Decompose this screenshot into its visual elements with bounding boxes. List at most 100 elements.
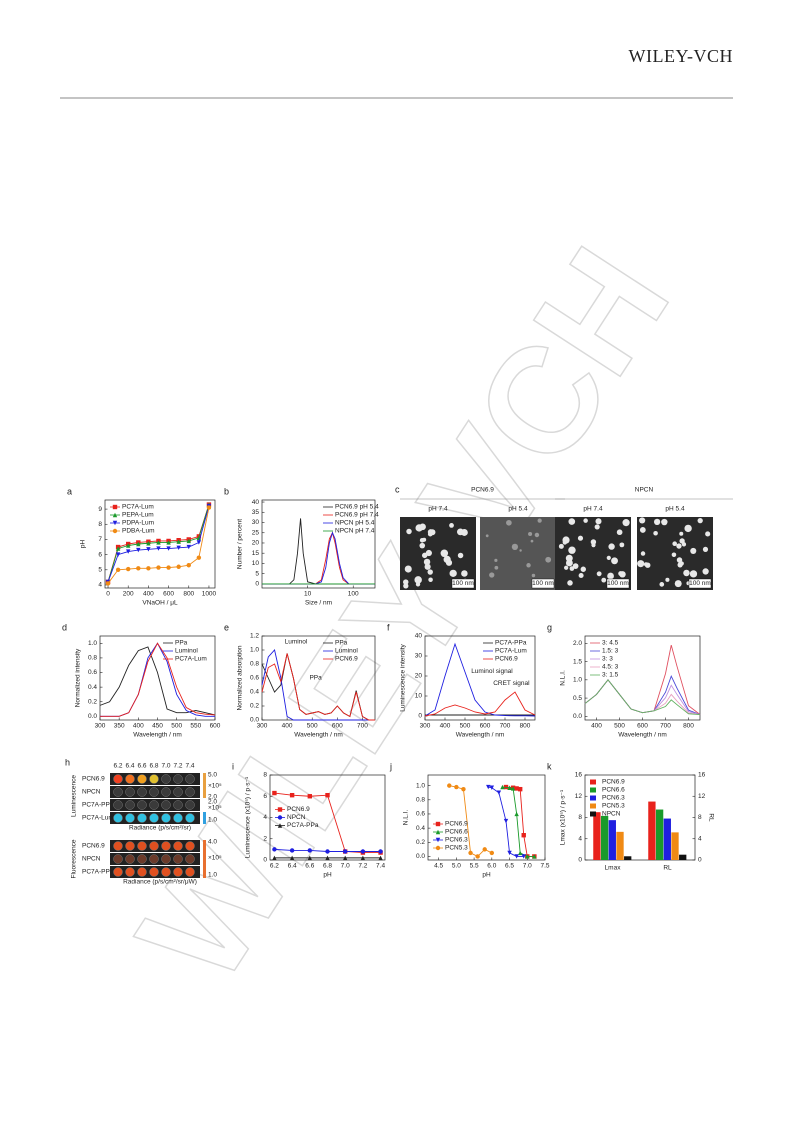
x-tick-label: 200 xyxy=(123,591,134,598)
bar xyxy=(608,820,616,860)
legend-marker xyxy=(277,815,283,820)
marker xyxy=(325,792,330,798)
marker xyxy=(126,566,131,572)
marker xyxy=(489,785,495,790)
legend-label: PDBA-Lum xyxy=(122,528,155,535)
marker xyxy=(489,850,495,856)
scale-label: 1.0 xyxy=(208,817,217,824)
marker xyxy=(126,549,131,554)
legend-label: PCN6.9 pH 5.4 xyxy=(335,504,379,511)
particle xyxy=(578,572,584,579)
series-line xyxy=(100,642,216,717)
row-label: PCN6.9 xyxy=(82,843,105,850)
legend-label: PCN6.9 pH 7.4 xyxy=(335,512,379,519)
panel-label: j xyxy=(389,761,392,771)
y-tick-label: 6 xyxy=(98,551,102,558)
colorbar xyxy=(203,812,206,824)
marker xyxy=(325,855,330,861)
legend-label: NPCN pH 5.4 xyxy=(335,520,375,527)
condition: pH 5.4 xyxy=(665,506,685,513)
scale-bar-box xyxy=(688,578,712,589)
particle xyxy=(457,552,464,559)
particle xyxy=(419,523,426,531)
column-label: 6.4 xyxy=(125,763,134,770)
column-label: 6.2 xyxy=(113,763,122,770)
x-tick-label: 7.4 xyxy=(376,863,385,870)
x-axis-label: Wavelength / nm xyxy=(133,732,182,739)
particle xyxy=(684,524,692,533)
x-tick-label: 550 xyxy=(190,723,201,730)
well xyxy=(161,854,171,864)
x-tick-label: 7.5 xyxy=(540,863,549,870)
marker xyxy=(482,847,487,852)
y-axis-label: Lmax (x10⁵) / p·s⁻¹ xyxy=(560,789,567,845)
well xyxy=(113,867,123,877)
row-label: PC7A-PPa xyxy=(82,869,114,876)
y-tick-label: 40 xyxy=(415,633,423,640)
legend-label: 3: 1.5 xyxy=(602,672,619,679)
y-tick-label: 1.5 xyxy=(573,658,582,665)
scale-label: ×10⁵ xyxy=(208,805,222,812)
y-tick-label: 10 xyxy=(252,560,260,567)
legend-label: Luminol xyxy=(335,648,358,655)
legend-marker xyxy=(435,837,441,843)
micrograph xyxy=(480,517,556,590)
particle xyxy=(427,531,433,537)
particle xyxy=(403,579,409,585)
well xyxy=(185,841,195,851)
well xyxy=(149,813,159,823)
particle xyxy=(427,569,433,575)
micrograph xyxy=(555,517,631,590)
y-tick-label: 12 xyxy=(575,793,583,800)
well xyxy=(173,867,183,877)
particle xyxy=(506,519,512,526)
scale-label: 1.0 xyxy=(208,872,217,879)
particle xyxy=(683,569,690,577)
marker xyxy=(186,563,191,568)
particle xyxy=(580,566,586,572)
legend-label: PCN6.9 xyxy=(445,821,468,828)
particle xyxy=(537,518,542,523)
particle xyxy=(577,535,584,541)
marker xyxy=(156,540,161,545)
legend-swatch xyxy=(590,787,596,793)
particle xyxy=(419,542,426,549)
well xyxy=(161,867,171,877)
well xyxy=(185,787,195,797)
marker xyxy=(289,855,295,861)
legend-marker xyxy=(112,528,118,534)
legend-label: PCN5.3 xyxy=(602,803,625,810)
well xyxy=(125,867,135,877)
marker xyxy=(468,850,473,856)
x-tick-label: 7.0 xyxy=(341,863,350,870)
particle xyxy=(616,529,623,536)
well xyxy=(125,774,135,784)
particle xyxy=(568,546,576,554)
section-label: Fluorescence xyxy=(71,839,78,878)
y-axis-label: Luminescence (x10⁵) / p·s⁻¹ xyxy=(245,776,252,858)
marker xyxy=(146,547,151,552)
legend-label: PCN6.6 xyxy=(445,829,468,836)
panel-label: a xyxy=(67,486,72,496)
column-label: 6.6 xyxy=(137,763,146,770)
legend-swatch xyxy=(590,803,596,809)
particle xyxy=(677,562,683,568)
well xyxy=(125,841,135,851)
well xyxy=(149,774,159,784)
well xyxy=(149,841,159,851)
marker xyxy=(289,848,295,853)
marker xyxy=(115,546,121,551)
panel-label: c xyxy=(395,484,400,494)
y-axis-label: Number / percent xyxy=(237,519,244,569)
marker xyxy=(146,566,151,571)
particle xyxy=(661,518,668,526)
y-axis-label: Normalized intensity xyxy=(75,648,82,707)
x-tick-label: 700 xyxy=(660,723,671,730)
marker xyxy=(105,581,111,586)
marker xyxy=(461,786,466,792)
legend-label: PPa xyxy=(175,640,188,647)
series-line xyxy=(505,786,535,857)
particle xyxy=(403,583,409,589)
marker xyxy=(289,792,295,798)
legend-label: NPCN pH 7.4 xyxy=(335,528,375,535)
